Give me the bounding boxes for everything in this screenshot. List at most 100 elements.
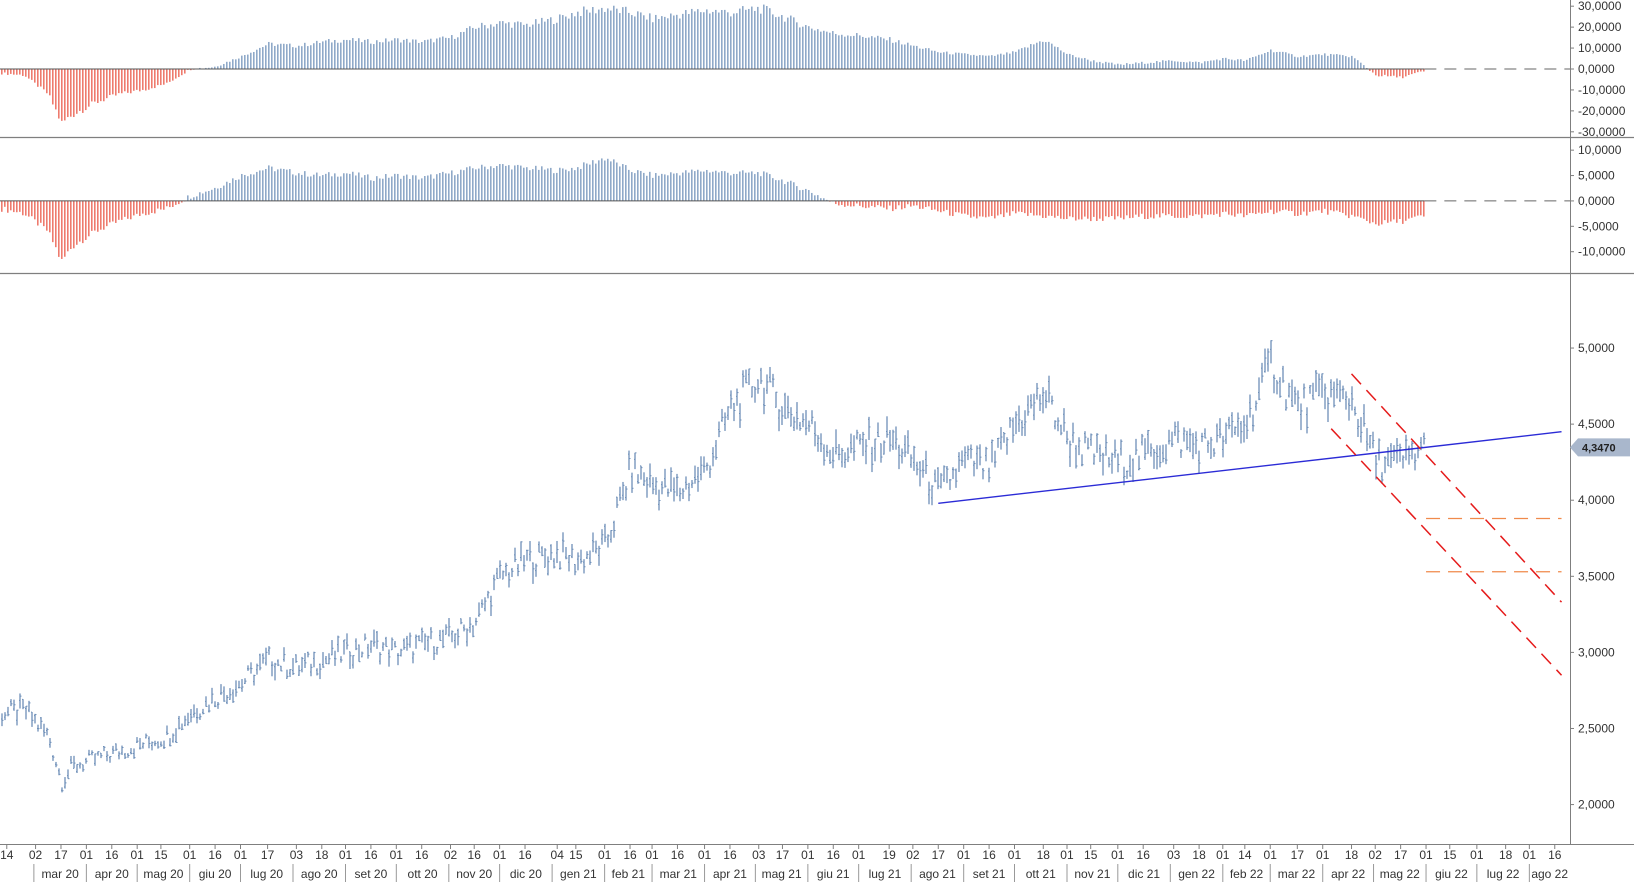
ohlc-bar: [28, 700, 31, 713]
bar-negative: [1207, 200, 1209, 215]
bar-positive: [565, 16, 567, 69]
bar-negative: [868, 200, 870, 208]
bar-positive: [976, 55, 978, 69]
bar-positive: [439, 37, 441, 69]
ohlc-bar: [1054, 420, 1057, 430]
ohlc-bar: [829, 449, 832, 465]
bar-positive: [310, 176, 312, 201]
ohlc-bar: [22, 698, 25, 710]
bar-positive: [625, 165, 627, 201]
bar-positive: [1114, 64, 1116, 69]
bar-negative: [4, 69, 6, 73]
ohlc-bar: [871, 446, 874, 473]
ohlc-bar: [73, 755, 76, 769]
ohlc-bar: [388, 649, 391, 667]
ohlc-bar: [355, 638, 358, 651]
bar-negative: [1282, 200, 1284, 211]
ohlc-bar: [877, 422, 880, 438]
bar-positive: [499, 164, 501, 201]
bar-negative: [967, 200, 969, 215]
ohlc-bar: [1072, 422, 1075, 443]
ohlc-bar: [931, 485, 934, 506]
bar-positive: [1267, 51, 1269, 69]
bar-negative: [100, 200, 102, 230]
bar-positive: [1360, 62, 1362, 69]
bar-positive: [1159, 62, 1161, 69]
bar-positive: [607, 158, 609, 201]
bar-positive: [634, 16, 636, 69]
bar-negative: [1405, 69, 1407, 77]
bar-positive: [352, 171, 354, 201]
bar-positive: [670, 172, 672, 201]
bar-negative: [1126, 200, 1128, 216]
bar-positive: [1168, 60, 1170, 69]
bar-negative: [157, 69, 159, 86]
bar-positive: [238, 179, 240, 201]
ohlc-bar: [241, 679, 244, 692]
bar-negative: [1201, 200, 1203, 219]
bar-positive: [493, 26, 495, 70]
bar-positive: [1219, 60, 1221, 69]
bar-positive: [439, 172, 441, 201]
bar-positive: [943, 52, 945, 69]
bar-positive: [1321, 55, 1323, 69]
bar-positive: [796, 186, 798, 201]
ohlc-bar: [1177, 421, 1180, 443]
ohlc-bar: [1006, 437, 1009, 455]
x-month-label: lug 21: [869, 867, 902, 881]
bar-positive: [265, 45, 267, 69]
bar-positive: [766, 172, 768, 201]
bar-positive: [295, 47, 297, 69]
ohlc-bar: [16, 709, 19, 726]
bar-positive: [583, 6, 585, 70]
bar-positive: [793, 17, 795, 70]
ohlc-bar: [166, 725, 169, 736]
bar-positive: [802, 26, 804, 70]
bar-positive: [775, 17, 777, 70]
bar-positive: [250, 174, 252, 201]
ohlc-bar: [268, 646, 271, 655]
ohlc-bar: [1078, 437, 1081, 456]
ohlc-bar: [985, 446, 988, 462]
ohlc-bar: [628, 450, 631, 471]
bar-positive: [784, 21, 786, 69]
bar-positive: [448, 173, 450, 201]
ohlc-bar: [1138, 455, 1141, 471]
ohlc-bar: [1213, 448, 1216, 457]
bar-positive: [751, 171, 753, 201]
bar-positive: [322, 175, 324, 201]
bar-negative: [898, 200, 900, 206]
bar-positive: [226, 61, 228, 69]
bar-positive: [610, 10, 612, 69]
ohlc-bar: [1222, 435, 1225, 458]
ohlc-bar: [1021, 420, 1024, 436]
bar-negative: [1288, 200, 1290, 211]
ohlc-bar: [1372, 431, 1375, 449]
oscillator-1-panel: 30,000020,000010,00000,0000-10,0000-20,0…: [0, 0, 1626, 139]
bar-positive: [619, 13, 621, 70]
bar-positive: [190, 198, 192, 201]
bar-positive: [748, 8, 750, 69]
ohlc-bar: [733, 402, 736, 422]
bar-negative: [22, 200, 24, 216]
bar-positive: [556, 172, 558, 201]
ohlc-bar: [52, 755, 55, 761]
bar-positive: [547, 18, 549, 70]
bar-negative: [1390, 200, 1392, 222]
bar-positive: [991, 55, 993, 69]
bar-positive: [337, 176, 339, 201]
ohlc-bar: [802, 413, 805, 428]
ohlc-bar: [1189, 428, 1192, 453]
x-day-tick-label: 01: [801, 848, 815, 862]
bar-positive: [1177, 61, 1179, 69]
bar-positive: [574, 170, 576, 201]
ohlc-bar: [139, 738, 142, 750]
ohlc-bar: [1042, 387, 1045, 414]
bar-positive: [247, 54, 249, 69]
ohlc-bar: [208, 704, 211, 713]
ohlc-bar: [856, 429, 859, 440]
bar-positive: [292, 47, 294, 69]
bar-positive: [418, 42, 420, 69]
bar-positive: [361, 177, 363, 201]
bar-positive: [682, 172, 684, 201]
